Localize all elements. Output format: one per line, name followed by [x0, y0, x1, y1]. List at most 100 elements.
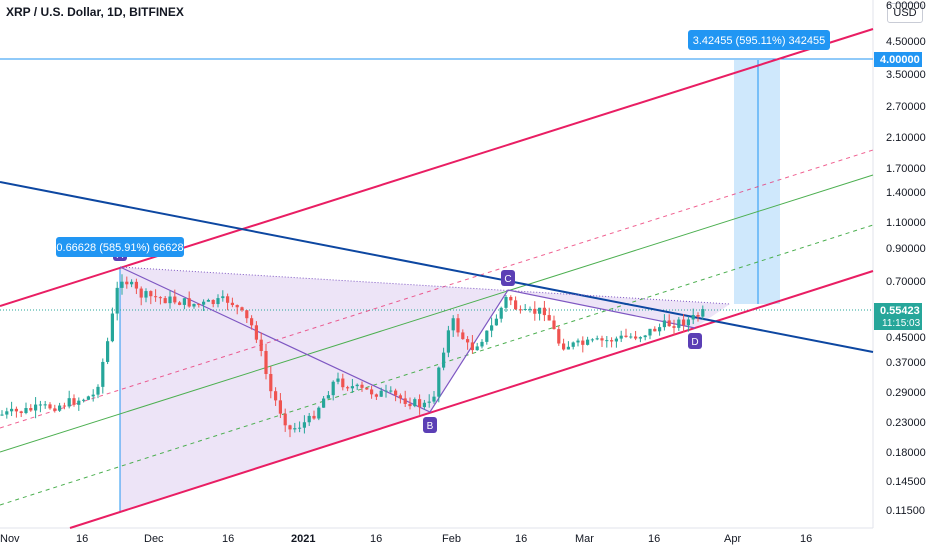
x-tick-label: 16 [76, 533, 88, 545]
candle-body [221, 296, 225, 299]
candle-body [5, 411, 9, 415]
candle-body [293, 428, 297, 430]
time-axis[interactable]: Nov 16 Dec 16 2021 16 Feb 16 Mar 16 Apr … [0, 533, 812, 545]
candle-body [134, 281, 138, 289]
y-tick-label: 0.90000 [886, 243, 926, 255]
candle-body [490, 325, 494, 331]
candle-body [72, 398, 76, 405]
candle-body [34, 404, 38, 411]
candle-body [346, 387, 350, 389]
candle-body [398, 395, 402, 399]
candle-body [101, 361, 105, 387]
candle-body [538, 307, 542, 314]
candle-body [322, 398, 326, 408]
candle-body [403, 398, 407, 404]
candlestick-series [0, 274, 705, 438]
candle-body [432, 396, 436, 402]
candle-body [245, 310, 249, 319]
candle-body [216, 298, 220, 305]
x-tick-label: 16 [222, 533, 234, 545]
candle-body [178, 302, 182, 305]
candle-body [77, 400, 81, 405]
candle-body [82, 399, 86, 401]
candle-body [542, 307, 546, 316]
y-tick-label: 2.10000 [886, 132, 926, 144]
candle-body [523, 308, 527, 310]
candle-body [154, 296, 158, 298]
candle-body [106, 341, 110, 362]
candle-body [144, 291, 148, 298]
candle-body [158, 297, 162, 299]
y-tick-label: 1.70000 [886, 163, 926, 175]
candle-body [605, 340, 609, 342]
target-price-tag-text: 4.00000 [880, 54, 920, 66]
candle-body [197, 303, 201, 305]
candle-body [485, 330, 489, 342]
candle-body [514, 300, 518, 310]
candle-body [240, 307, 244, 311]
y-tick-label: 0.45000 [886, 332, 926, 344]
candle-body [370, 389, 374, 395]
y-tick-label: 0.11500 [886, 505, 925, 517]
current-price-value: 0.55423 [880, 305, 920, 317]
candle-body [581, 340, 585, 345]
y-tick-label: 1.10000 [886, 217, 926, 229]
target-price-tag: 4.00000 [874, 52, 922, 67]
candle-body [96, 386, 100, 395]
candle-body [672, 326, 676, 328]
candle-body [475, 346, 479, 351]
point-label-c-bg [501, 270, 515, 286]
candle-body [446, 330, 450, 353]
candle-body [10, 408, 14, 412]
x-tick-label: Dec [144, 533, 164, 545]
candle-body [48, 404, 52, 409]
price-axis[interactable]: 6.00000 4.50000 3.50000 2.70000 2.10000 … [886, 0, 926, 517]
channel-mid-line [0, 174, 874, 453]
candle-body [437, 367, 441, 397]
candle-body [600, 338, 604, 341]
y-tick-label: 3.50000 [886, 69, 926, 81]
point-label-b: B [423, 417, 437, 433]
y-tick-label: 1.40000 [886, 187, 926, 199]
candle-body [394, 390, 398, 396]
measure-label-left: 0.66628 (585.91%) 66628 [56, 237, 184, 257]
candle-body [341, 378, 345, 388]
currency-button[interactable]: USD [887, 3, 923, 23]
candle-body [552, 320, 556, 330]
candle-body [595, 338, 599, 340]
candle-body [466, 339, 470, 343]
point-label-b-text: B [427, 421, 434, 432]
measure-label-right-bg [688, 30, 830, 50]
candle-body [230, 302, 234, 306]
candle-body [0, 414, 4, 416]
candle-body [379, 390, 383, 397]
candle-body [638, 337, 642, 339]
candle-body [254, 325, 258, 340]
candle-body [298, 427, 302, 429]
candle-body [24, 408, 28, 414]
candle-body [413, 399, 417, 407]
y-tick-label: 2.70000 [886, 101, 926, 113]
candle-body [610, 340, 614, 342]
candle-body [509, 296, 513, 301]
candle-body [139, 288, 143, 298]
candle-body [336, 378, 340, 382]
candle-body [331, 381, 335, 396]
candle-body [686, 319, 690, 326]
candle-body [576, 340, 580, 343]
x-tick-label: 16 [800, 533, 812, 545]
candle-body [202, 301, 206, 305]
x-tick-label: Mar [575, 533, 594, 545]
candle-body [307, 415, 311, 423]
candle-body [67, 398, 71, 407]
candle-body [571, 342, 575, 347]
point-label-c: C [501, 270, 515, 286]
candle-body [226, 296, 230, 303]
point-label-d-bg [688, 333, 702, 349]
candle-body [365, 387, 369, 390]
x-tick-label: Nov [0, 533, 20, 545]
y-tick-label: 0.37000 [886, 357, 926, 369]
y-tick-label: 0.23000 [886, 417, 926, 429]
x-tick-label: 16 [648, 533, 660, 545]
